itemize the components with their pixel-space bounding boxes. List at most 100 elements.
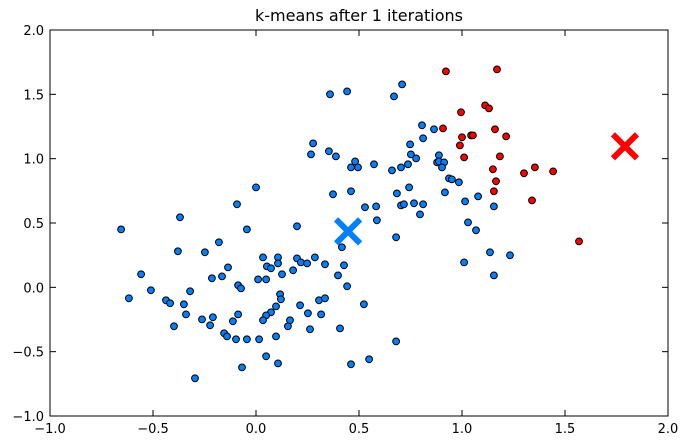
data-point-cluster_blue <box>233 200 241 209</box>
data-point-cluster_blue <box>267 264 275 273</box>
data-point-cluster_blue <box>147 286 155 295</box>
data-point-cluster_blue <box>390 92 398 101</box>
data-point-cluster_blue <box>311 253 319 262</box>
data-point-cluster_blue <box>223 332 231 341</box>
data-point-cluster_blue <box>419 200 428 209</box>
data-point-cluster_blue <box>321 294 329 303</box>
data-point-cluster_blue <box>176 213 184 222</box>
data-point-cluster_blue <box>259 316 267 325</box>
data-point-cluster_blue <box>343 282 352 291</box>
data-point-cluster_red <box>492 177 500 186</box>
data-point-cluster_blue <box>472 226 480 235</box>
axis-ticks: −1.0 −0.5 0.0 0.5 1.0 1.5 2.0 −1.0 −0.5 0.0 0.5 1.0… <box>12 24 678 437</box>
data-point-cluster_blue <box>215 238 223 247</box>
data-point-cluster_blue <box>278 270 286 279</box>
data-point-cluster_blue <box>117 225 125 234</box>
data-point-cluster_blue <box>326 90 334 99</box>
data-point-cluster_blue <box>317 310 326 319</box>
centroid_red-x-icon <box>610 132 640 161</box>
data-point-cluster_blue <box>277 295 285 304</box>
data-point-cluster_red <box>439 124 447 133</box>
data-point-cluster_red <box>485 104 493 113</box>
data-point-cluster_blue <box>460 258 469 267</box>
data-point-cluster_blue <box>464 218 472 227</box>
y-tick-label: 1.0 <box>23 153 44 168</box>
data-point-cluster_blue <box>198 315 206 324</box>
data-point-cluster_blue <box>262 275 271 284</box>
x-tick-label: 0.0 <box>246 422 267 437</box>
data-point-cluster_blue <box>474 192 483 201</box>
data-point-cluster_blue <box>404 160 412 169</box>
data-point-cluster_blue <box>206 321 215 330</box>
data-point-cluster_blue <box>272 332 280 341</box>
data-point-cluster_blue <box>410 199 418 208</box>
data-point-cluster_blue <box>400 200 408 209</box>
y-tick-label: 0.0 <box>23 281 44 296</box>
data-point-cluster_blue <box>224 263 232 272</box>
data-point-cluster_blue <box>180 300 188 309</box>
data-point-cluster_blue <box>336 324 344 333</box>
data-point-cluster_blue <box>243 225 251 234</box>
data-point-cluster_blue <box>441 188 449 197</box>
data-point-cluster_red <box>491 125 499 134</box>
data-point-cluster_blue <box>370 160 378 169</box>
x-tick-label: −0.5 <box>137 422 169 437</box>
data-point-cluster_red <box>549 167 557 176</box>
data-point-cluster_blue <box>490 271 498 280</box>
y-tick-label: −1.0 <box>12 410 44 425</box>
data-point-cluster_red <box>575 237 583 246</box>
data-point-cluster_red <box>502 132 511 141</box>
data-point-cluster_blue <box>272 302 280 311</box>
data-point-cluster_red <box>528 196 536 205</box>
data-point-cluster_blue <box>354 163 362 172</box>
data-point-cluster_blue <box>254 275 263 284</box>
x-tick-label: 0.5 <box>349 422 370 437</box>
data-point-cluster_blue <box>262 352 271 361</box>
data-point-cluster_blue <box>303 259 312 268</box>
data-point-cluster_blue <box>412 154 421 163</box>
data-point-cluster_blue <box>274 259 282 268</box>
data-point-cluster_blue <box>392 337 401 346</box>
data-point-cluster_blue <box>201 248 209 257</box>
data-point-cluster_blue <box>419 134 428 143</box>
data-point-cluster_blue <box>274 359 282 368</box>
data-point-cluster_blue <box>418 121 426 130</box>
data-point-cluster_blue <box>372 202 381 211</box>
data-point-cluster_blue <box>255 335 264 344</box>
data-point-cluster_blue <box>218 272 226 281</box>
data-point-cluster_blue <box>448 175 456 184</box>
data-point-cluster_red <box>460 153 469 162</box>
data-point-cluster_blue <box>296 301 305 310</box>
data-point-cluster_blue <box>208 274 216 283</box>
data-point-cluster_red <box>456 141 464 150</box>
data-point-cluster_blue <box>237 284 245 293</box>
data-point-cluster_blue <box>393 189 401 198</box>
data-point-cluster_red <box>496 152 504 161</box>
data-point-cluster_blue <box>334 271 342 280</box>
data-point-cluster_blue <box>297 258 305 267</box>
data-point-cluster_blue <box>186 287 195 296</box>
data-point-cluster_red <box>489 165 497 174</box>
data-point-cluster_blue <box>397 163 405 172</box>
data-point-cluster_blue <box>238 363 246 372</box>
data-point-cluster_blue <box>309 139 318 148</box>
data-point-cluster_blue <box>347 187 355 196</box>
data-point-cluster_red <box>490 187 498 196</box>
data-point-cluster_blue <box>373 216 381 225</box>
data-point-cluster_blue <box>416 210 424 219</box>
data-point-cluster_blue <box>209 313 217 322</box>
data-point-cluster_blue <box>430 125 438 134</box>
data-point-cluster_red <box>442 67 450 76</box>
data-point-cluster_blue <box>392 233 401 242</box>
data-point-cluster_blue <box>182 310 190 319</box>
data-point-cluster_blue <box>486 248 494 257</box>
data-point-cluster_blue <box>338 243 346 252</box>
data-point-cluster_red <box>493 65 501 74</box>
data-point-cluster_blue <box>406 140 415 149</box>
data-point-cluster_red <box>469 131 477 140</box>
x-tick-label: 1.5 <box>555 422 576 437</box>
data-point-cluster_blue <box>455 178 463 187</box>
data-point-cluster_blue <box>490 202 498 211</box>
data-point-cluster_blue <box>405 183 414 192</box>
chart-title: k-means after 1 iterations <box>255 6 463 25</box>
